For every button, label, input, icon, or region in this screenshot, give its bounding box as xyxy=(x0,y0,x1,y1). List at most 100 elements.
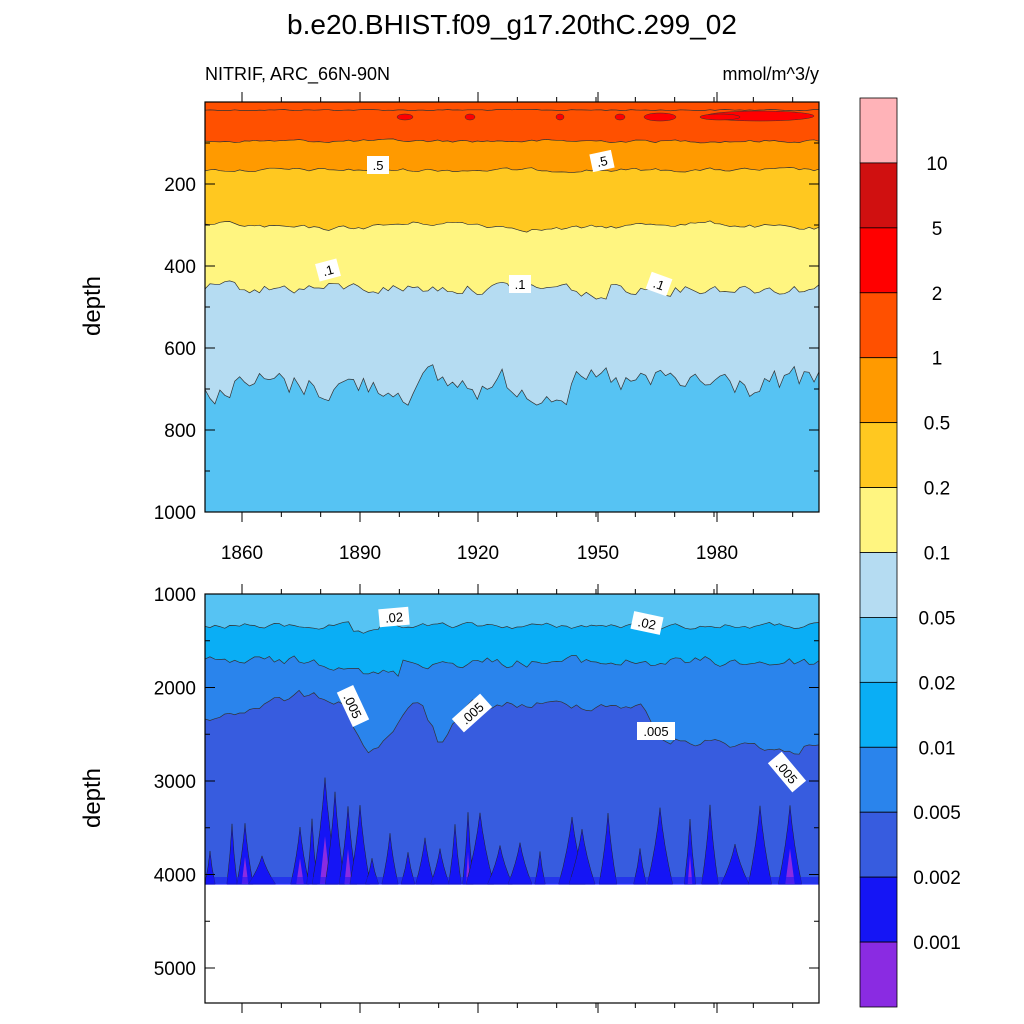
colorbar-swatch-1 xyxy=(859,162,898,229)
lower-low-spike-2 xyxy=(236,823,254,885)
upper-contour-line-3 xyxy=(204,167,820,174)
upper-contour-label-0-box xyxy=(367,156,389,174)
lower-low-spike-27 xyxy=(701,804,719,885)
upper-high-patch-2 xyxy=(699,113,741,121)
upper-xtick-label-2: 1920 xyxy=(457,543,499,564)
colorbar-label-2: 2 xyxy=(932,284,943,305)
lower-ytick-label-4: 5000 xyxy=(154,959,196,980)
lower-min-spike-26 xyxy=(687,854,693,884)
lower-contour-label-1: .02 xyxy=(630,611,664,635)
upper-band-2 xyxy=(205,138,819,173)
colorbar-label-10: 0.005 xyxy=(913,803,961,824)
lower-no-data-region xyxy=(205,885,819,1003)
upper-contour-line-1 xyxy=(204,108,820,112)
upper-ytick-label-3: 800 xyxy=(164,421,196,442)
colorbar-label-11: 0.002 xyxy=(913,868,961,889)
chart-title: b.e20.BHIST.f09_g17.20thC.299_02 xyxy=(287,9,737,40)
lower-low-spike-18 xyxy=(487,845,513,885)
colorbar-label-6: 0.1 xyxy=(924,544,950,565)
lower-min-spike-8 xyxy=(344,849,352,884)
lower-ytick-label-0: 1000 xyxy=(154,585,196,606)
upper-ytick-label-0: 200 xyxy=(164,175,196,196)
colorbar-swatch-7 xyxy=(859,552,898,618)
lower-contour-label-4: .005 xyxy=(637,722,675,740)
upper-contour-line-2 xyxy=(204,138,820,144)
lower-contour-line-3 xyxy=(204,689,820,755)
upper-contour-label-1: .5 xyxy=(589,149,615,173)
lower-low-spike-4 xyxy=(290,827,310,885)
colorbar-swatch-10 xyxy=(859,746,898,813)
upper-contour-label-0: .5 xyxy=(367,156,389,174)
lower-low-spike-17 xyxy=(465,812,495,885)
lower-contour-label-1-box xyxy=(630,611,664,635)
upper-xtick-label-3: 1950 xyxy=(577,543,619,564)
colorbar-label-4: 0.5 xyxy=(924,414,950,435)
colorbar-label-3: 1 xyxy=(932,349,943,370)
lower-contour-label-4-box xyxy=(637,722,675,740)
colorbar-swatch-9 xyxy=(859,681,898,748)
upper-contour-label-4: .1 xyxy=(645,271,673,297)
lower-floor-band xyxy=(205,877,819,885)
lower-low-spike-19 xyxy=(507,842,533,885)
upper-band-0 xyxy=(205,102,819,111)
lower-ytick-label-3: 4000 xyxy=(154,866,196,887)
upper-panel: 200 400 600 800 1000 1860 1890 1920 1950 1980 dept… xyxy=(79,92,820,564)
variable-label: NITRIF, ARC_66N-90N xyxy=(205,64,390,85)
colorbar-label-8: 0.02 xyxy=(919,673,956,694)
colorbar-swatch-6 xyxy=(859,487,898,553)
upper-contour-label-3-text: .1 xyxy=(515,277,526,292)
colorbar-swatch-11 xyxy=(859,811,898,878)
upper-ylabel: depth xyxy=(79,276,106,336)
lower-contour-label-1-text: .02 xyxy=(636,614,657,632)
lower-frame xyxy=(204,593,820,1004)
upper-contour-label-3: .1 xyxy=(509,275,531,293)
lower-low-spike-25 xyxy=(647,807,673,885)
upper-xtick-label-1: 1890 xyxy=(339,543,381,564)
colorbar-swatch-4 xyxy=(859,357,898,424)
colorbar-swatch-13 xyxy=(859,941,898,1008)
lower-low-spike-15 xyxy=(448,824,462,885)
colorbar-swatch-5 xyxy=(859,422,898,488)
colorbar: 10 5 2 1 0.5 0.2 0.1 0.05 0.02 0.01 0.005 0.002 0.00… xyxy=(859,97,961,1008)
lower-low-spike-1 xyxy=(226,823,238,885)
upper-high-patch-4 xyxy=(464,113,476,121)
upper-contour-label-1-text: .5 xyxy=(595,153,609,170)
lower-low-spike-22 xyxy=(568,829,596,885)
upper-contour-label-0-text: .5 xyxy=(373,158,384,173)
upper-xtick-label-0: 1860 xyxy=(221,543,263,564)
upper-band-6 xyxy=(205,364,819,512)
lower-contour-label-3-box xyxy=(451,693,493,733)
lower-contour-label-2-box xyxy=(336,684,370,728)
lower-low-spike-11 xyxy=(381,833,399,885)
upper-ytick-label-4: 1000 xyxy=(154,503,196,524)
colorbar-label-7: 0.05 xyxy=(919,608,956,629)
units-label: mmol/m^3/y xyxy=(723,64,819,84)
colorbar-label-1: 5 xyxy=(932,219,943,240)
upper-high-patch-5 xyxy=(555,113,565,121)
upper-contour-label-1-box xyxy=(589,149,615,173)
lower-contour-label-0: .02 xyxy=(378,606,410,628)
upper-contour-label-2-box xyxy=(315,258,341,282)
colorbar-swatch-0 xyxy=(859,97,898,164)
lower-panel: 10002000300040005000depth.02.02.005.005.… xyxy=(79,584,820,1013)
lower-low-spike-26 xyxy=(683,819,697,885)
lower-ytick-label-1: 2000 xyxy=(154,679,196,700)
lower-low-spike-9 xyxy=(349,805,371,885)
lower-min-spike-30 xyxy=(785,848,795,884)
upper-contour-line-6 xyxy=(204,364,820,406)
upper-band-3 xyxy=(205,167,819,233)
lower-contour-label-0-text: .02 xyxy=(384,609,403,626)
lower-low-spike-28 xyxy=(720,844,750,885)
lower-contour-label-4-text: .005 xyxy=(643,724,668,739)
colorbar-label-9: 0.01 xyxy=(919,738,956,759)
upper-contour-line-4 xyxy=(204,220,820,233)
upper-band-5 xyxy=(205,280,819,406)
lower-low-spike-30 xyxy=(777,805,803,885)
upper-contour-label-3-box xyxy=(509,275,531,293)
lower-ytick-label-2: 3000 xyxy=(154,772,196,793)
upper-high-patch-3 xyxy=(396,113,414,121)
colorbar-swatch-2 xyxy=(859,227,898,294)
lower-contour-label-5-box xyxy=(767,751,807,793)
lower-contour-line-2 xyxy=(204,655,820,677)
